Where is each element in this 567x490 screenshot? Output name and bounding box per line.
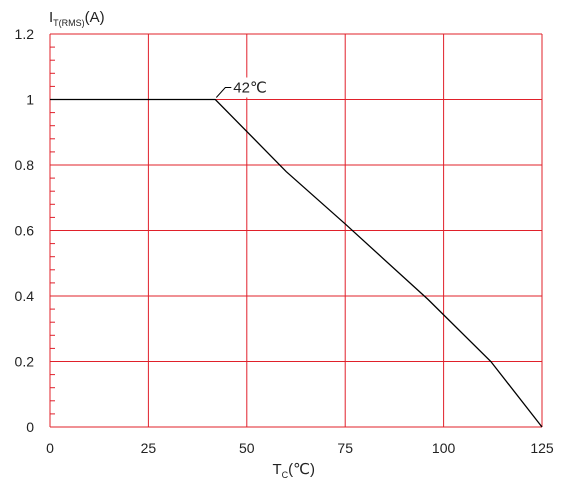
y-tick-label-5: 1 <box>26 92 34 108</box>
annotation-bg-0 <box>221 77 278 98</box>
x-axis-label-main: T <box>272 461 281 478</box>
x-tick-label-3: 75 <box>337 440 353 456</box>
grid-lines <box>49 33 543 428</box>
x-tick-label-4: 100 <box>432 440 456 456</box>
y-axis-label: IT(RMS)(A) <box>49 9 105 28</box>
x-axis-label-unit: (℃) <box>288 461 315 478</box>
annotation-label-0: 42℃ <box>233 80 267 97</box>
x-tick-label-0: 0 <box>46 440 54 456</box>
y-tick-label-2: 0.4 <box>15 288 35 304</box>
x-axis-label: TC(℃) <box>272 461 315 480</box>
annotation-leader-0 <box>215 87 232 98</box>
series-line-0 <box>50 98 543 428</box>
y-tick-label-0: 0 <box>26 419 34 435</box>
series-layer <box>50 98 543 428</box>
y-tick-label-1: 0.2 <box>15 354 35 370</box>
tick-labels: 0 25 50 75 100 125 0 0.2 0.4 0.6 0.8 1 1.2 <box>15 26 554 456</box>
x-tick-label-2: 50 <box>239 440 255 456</box>
y-tick-label-6: 1.2 <box>15 26 35 42</box>
y-axis-label-sub: T(RMS) <box>53 18 85 28</box>
y-tick-label-4: 0.8 <box>15 157 35 173</box>
annotation-layer: 42℃ <box>215 77 278 98</box>
y-tick-label-3: 0.6 <box>15 223 35 239</box>
y-minor-ticks <box>50 33 55 428</box>
x-tick-label-1: 25 <box>141 440 157 456</box>
y-axis-label-unit: (A) <box>85 9 105 26</box>
y-axis-label-main: I <box>49 9 53 26</box>
x-tick-label-5: 125 <box>530 440 554 456</box>
x-axis-label-sub: C <box>282 470 289 480</box>
